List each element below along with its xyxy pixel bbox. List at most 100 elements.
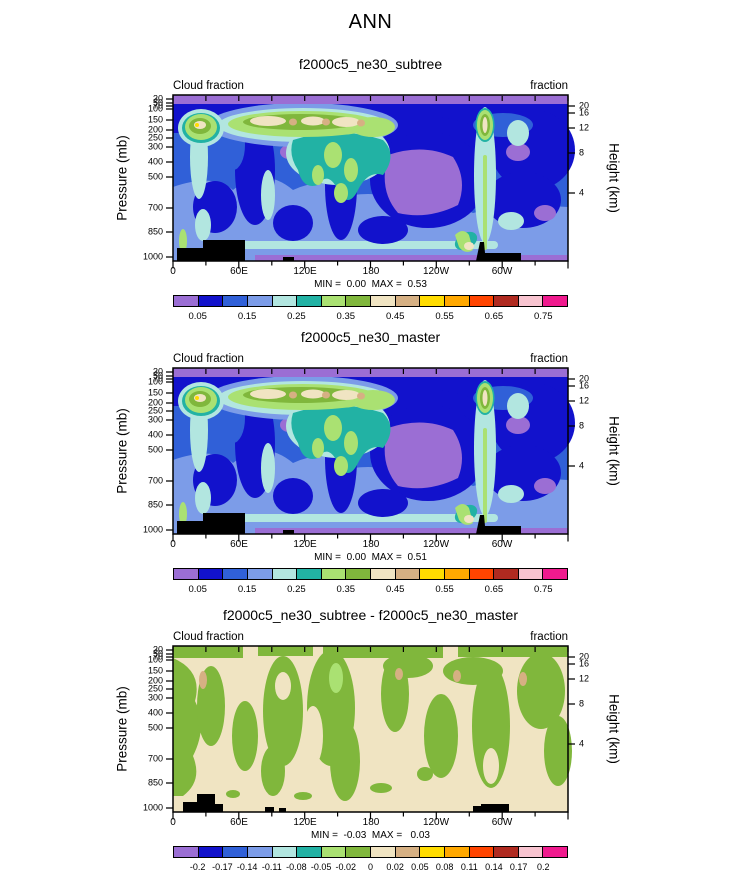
page-title: ANN [348,11,393,33]
longitude-tick-label: 60W [491,817,513,828]
longitude-tick-label: 120W [422,266,450,277]
colorbar-cell [174,296,199,306]
pressure-tick-label: 500 [147,171,163,182]
colorbar-cell [371,296,396,306]
colorbar-tick-label: -0.08 [286,862,307,872]
pressure-tick-label: 150 [147,114,163,125]
colorbar-tick-label: 0.35 [336,584,356,595]
colorbar-tick-label: 0.2 [537,862,550,872]
plot-area [165,94,576,270]
colorbar-tick-label: 0.75 [534,311,553,322]
colorbar-cell [444,296,470,306]
colorbar-cell [247,296,273,306]
pressure-tick-label: 1000 [142,802,163,813]
pressure-tick-label: 250 [147,683,163,694]
colorbar-cell [543,296,567,306]
pressure-tick-label: 100 [147,654,163,665]
colorbar-cell [469,847,495,857]
height-tick-label: 4 [579,738,585,749]
longitude-tick-label: 0 [170,266,176,277]
colorbar-cell [247,847,273,857]
height-tick-label: 20 [579,373,590,384]
plot-area [165,645,576,821]
pressure-tick-label: 700 [147,475,163,486]
colorbar-tick-label: 0.45 [385,584,405,595]
colorbar-cell [371,569,396,579]
panel-title: f2000c5_ne30_master [300,329,441,345]
colorbar-cell [198,569,224,579]
height-tick-label: 20 [579,100,590,111]
pressure-axis-title: Pressure (mb) [114,408,130,494]
colorbar-tick-label: -0.05 [310,862,332,872]
height-tick-label: 8 [579,147,585,158]
height-axis-title: Height (km) [606,143,622,213]
longitude-tick-label: 0 [170,539,176,550]
height-tick-label: 16 [579,658,590,669]
colorbar-cell [223,847,248,857]
pressure-tick-label: 150 [147,387,163,398]
height-tick-label: 12 [579,673,590,684]
colorbar-tick-label: -0.2 [189,862,206,872]
longitude-tick-label: 60E [230,266,248,277]
colorbar-tick-label: -0.11 [261,862,282,872]
height-tick-label: 8 [579,420,585,431]
colorbar-tick-label: 0.15 [237,311,257,322]
height-tick-label: 4 [579,460,585,471]
longitude-tick-label: 180 [362,266,380,277]
colorbar-cell [198,847,224,857]
colorbar-tick-label: 0.55 [435,311,454,322]
pressure-tick-label: 200 [147,124,163,135]
colorbar-cell [346,296,371,306]
pressure-tick-label: 500 [147,444,163,455]
colorbar-tick-label: 0.65 [484,584,504,595]
pressure-tick-label: 700 [147,753,163,764]
pressure-tick-label: 400 [147,156,163,167]
longitude-tick-label: 60W [491,539,513,550]
panel-subtree: f2000c5_ne30_subtree Cloud fraction frac… [0,56,733,335]
colorbar-cell [469,569,495,579]
colorbar-cell [518,847,544,857]
contour-plot-subtree [165,94,576,270]
colorbar-cell [321,569,347,579]
colorbar-cell [444,847,470,857]
colorbar-tick-label: 0.55 [435,584,454,595]
colorbar [173,846,568,858]
colorbar-cell [272,847,298,857]
longitude-tick-label: 180 [362,539,380,550]
colorbar-cell [420,847,445,857]
height-axis-title: Height (km) [606,694,622,764]
longitude-tick-label: 120E [293,266,317,277]
panel-master: f2000c5_ne30_master Cloud fraction fract… [0,329,733,608]
pressure-tick-label: 50 [152,648,163,659]
pressure-tick-label: 300 [147,692,163,703]
panel-difference: f2000c5_ne30_subtree - f2000c5_ne30_mast… [0,607,733,872]
colorbar-tick-label: 0.65 [484,311,504,322]
units-label: fraction [530,80,568,92]
variable-label: Cloud fraction [173,631,244,643]
pressure-tick-label: 400 [147,707,163,718]
colorbar-tick-label: 0.05 [411,862,429,872]
colorbar-tick-label: -0.02 [335,862,357,872]
height-tick-label: 12 [579,122,590,133]
colorbar-cell [395,847,421,857]
colorbar-tick-label: -0.17 [212,862,233,872]
longitude-tick-label: 180 [362,817,380,828]
colorbar-cell [174,847,199,857]
colorbar-tick-label: 0.02 [386,862,404,872]
pressure-tick-label: 70 [152,373,163,384]
minmax-label: MIN = 0.00 MAX = 0.53 [314,279,427,290]
height-tick-label: 20 [579,651,590,662]
pressure-tick-label: 850 [147,226,163,237]
pressure-tick-label: 500 [147,722,163,733]
pressure-tick-label: 700 [147,202,163,213]
pressure-tick-label: 300 [147,141,163,152]
pressure-tick-label: 300 [147,414,163,425]
colorbar-cell [223,569,248,579]
colorbar-cell [297,847,322,857]
colorbar-cell [518,296,544,306]
minmax-label: MIN = 0.00 MAX = 0.51 [314,552,427,563]
colorbar-tick-label: 0.14 [485,862,503,872]
units-label: fraction [530,631,568,643]
pressure-tick-label: 70 [152,100,163,111]
